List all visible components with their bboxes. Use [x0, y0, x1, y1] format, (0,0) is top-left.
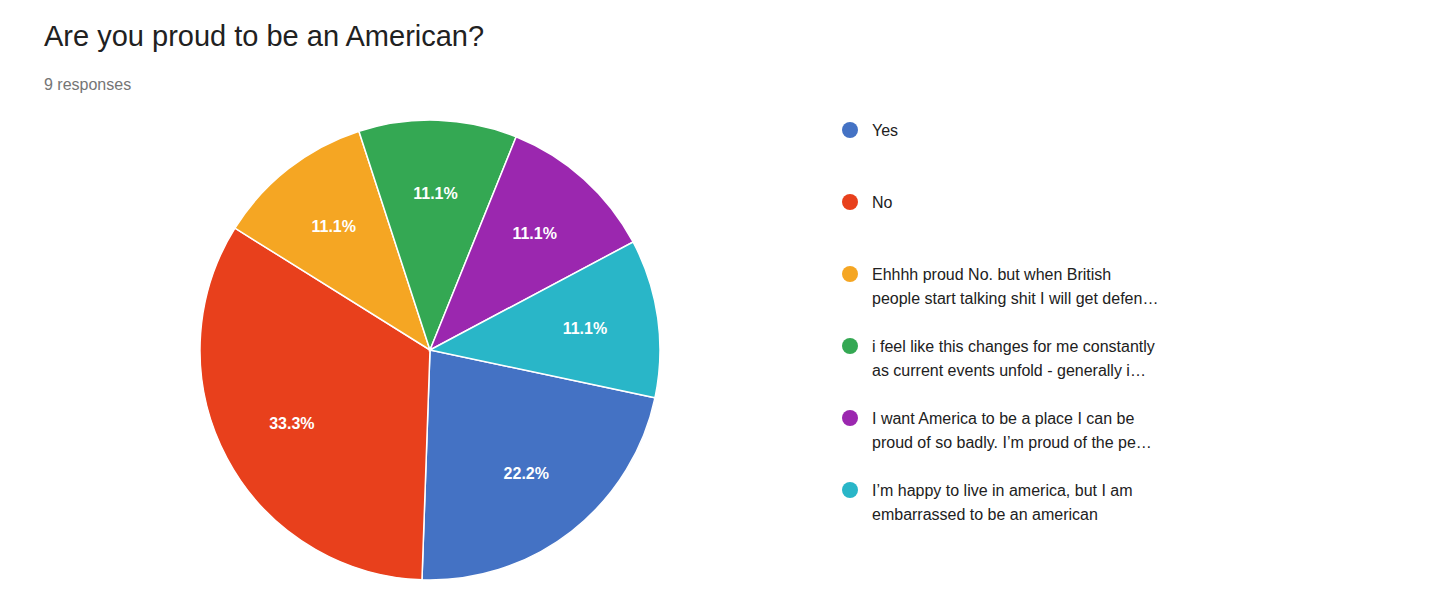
legend-label-line: as current events unfold - generally i…: [872, 362, 1146, 379]
legend-label: Yes: [872, 122, 898, 139]
legend-marker: [842, 122, 858, 138]
legend-item: Ehhhh proud No. but when British people s…: [842, 266, 1158, 307]
legend-label: No: [872, 194, 893, 211]
legend-marker: [842, 482, 858, 498]
legend-item: I’m happy to live in america, but I am em…: [842, 482, 1133, 523]
legend-label-line: embarrassed to be an american: [872, 506, 1098, 523]
legend-label-line: I want America to be a place I can be: [872, 410, 1134, 427]
legend-marker: [842, 338, 858, 354]
legend-label-line: I’m happy to live in america, but I am: [872, 482, 1133, 499]
legend-label-line: people start talking shit I will get def…: [872, 290, 1158, 307]
legend-marker: [842, 266, 858, 282]
data-label: 33.3%: [269, 415, 314, 432]
legend-label-line: Yes: [872, 122, 898, 139]
slice: [430, 242, 660, 398]
legend-label: Ehhhh proud No. but when British people s…: [872, 266, 1158, 307]
legend-label-line: i feel like this changes for me constant…: [872, 338, 1155, 355]
legend-item: No: [842, 194, 893, 211]
data-label: 11.1%: [512, 225, 556, 242]
legend-item: I want America to be a place I can be pro…: [842, 410, 1152, 451]
legend-label-line: Ehhhh proud No. but when British: [872, 266, 1111, 283]
data-label: 11.1%: [413, 185, 457, 202]
data-label: 22.2%: [504, 465, 549, 482]
legend-label-line: proud of so badly. I’m proud of the pe…: [872, 434, 1152, 451]
pie: [200, 120, 660, 580]
data-label: 11.1%: [311, 218, 355, 235]
legend-label-line: No: [872, 194, 893, 211]
subtitle: 9 responses: [44, 76, 131, 93]
legend-label: I want America to be a place I can be pro…: [872, 410, 1152, 451]
legend-item: i feel like this changes for me constant…: [842, 338, 1155, 379]
legend-label: i feel like this changes for me constant…: [872, 338, 1155, 379]
data-labels: 22.2% 33.3% 11.1% 11.1% 11.1% 11.1%: [269, 185, 607, 482]
chart: Are you proud to be an American? 9 respon…: [0, 0, 1456, 613]
legend-marker: [842, 410, 858, 426]
title: Are you proud to be an American?: [44, 20, 484, 52]
legend-label: I’m happy to live in america, but I am em…: [872, 482, 1133, 523]
legend-item: Yes: [842, 122, 898, 139]
legend-marker: [842, 194, 858, 210]
data-label: 11.1%: [563, 320, 607, 337]
legend: Yes No Ehhhh proud No. but when British peo…: [842, 122, 1158, 523]
